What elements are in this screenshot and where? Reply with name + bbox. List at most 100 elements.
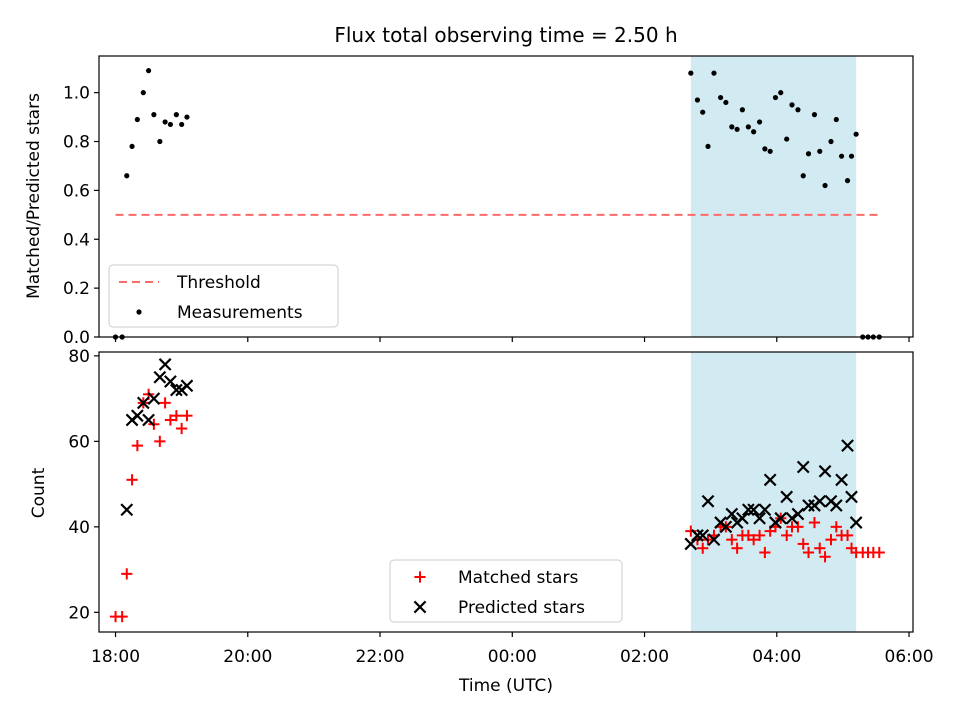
data-point — [147, 392, 161, 405]
data-point — [796, 460, 810, 474]
data-point — [818, 464, 832, 478]
x-tick-label: 04:00 — [752, 647, 801, 667]
data-point — [829, 499, 843, 512]
y-tick-label: 0.8 — [63, 133, 90, 153]
data-point — [159, 397, 171, 409]
data-point — [784, 136, 790, 142]
y-tick-label: 0.4 — [63, 230, 90, 250]
y-tick-label: 0.6 — [63, 181, 90, 201]
legend-marker — [414, 571, 426, 583]
data-point — [153, 370, 167, 384]
data-point — [813, 494, 827, 508]
data-point — [707, 533, 721, 547]
top-y-axis-label: Matched/Predicted stars — [24, 93, 44, 299]
data-point — [833, 116, 839, 123]
data-point — [758, 503, 772, 517]
data-point — [753, 511, 766, 525]
data-point — [719, 520, 733, 534]
data-point — [140, 90, 146, 96]
data-point — [778, 90, 784, 96]
data-point — [181, 410, 193, 422]
data-point — [849, 516, 863, 529]
top-panel: 0.0 0.2 0.4 0.6 0.8 1.0 Threshold Measurements — [63, 55, 914, 348]
data-point — [124, 173, 130, 179]
series-predicted-stars — [120, 358, 863, 551]
data-point — [741, 503, 755, 517]
axes-frame — [98, 55, 914, 338]
data-point — [170, 410, 182, 422]
data-point — [802, 546, 815, 559]
data-point — [819, 551, 831, 563]
legend-box — [108, 264, 339, 328]
legend-label: Matched stars — [458, 568, 578, 588]
data-point — [696, 529, 710, 542]
data-point — [731, 542, 743, 554]
series-measurements — [112, 68, 882, 340]
data-point — [759, 546, 771, 559]
data-point — [701, 494, 715, 508]
data-point — [726, 534, 738, 546]
data-point — [747, 503, 761, 517]
data-point — [164, 375, 177, 388]
data-point — [684, 537, 698, 551]
data-point — [154, 435, 166, 447]
data-point — [780, 490, 794, 504]
data-point — [134, 116, 140, 123]
legend: Threshold Measurements — [108, 264, 339, 328]
data-point — [785, 511, 799, 525]
y-tick-label: 0.0 — [63, 328, 90, 348]
data-point — [705, 143, 711, 150]
x-tick-label: 06:00 — [885, 647, 934, 667]
data-point — [763, 473, 777, 487]
legend-marker — [136, 309, 142, 315]
data-point — [691, 529, 704, 542]
x-tick-label: 18:00 — [91, 647, 140, 667]
y-tick-label: 20 — [68, 603, 90, 623]
data-point — [848, 153, 855, 159]
data-point — [814, 542, 826, 554]
data-point — [873, 546, 885, 559]
data-point — [180, 379, 194, 393]
data-point — [805, 151, 812, 157]
data-point — [748, 534, 760, 546]
data-point — [739, 107, 745, 113]
data-point — [745, 124, 751, 130]
data-point — [830, 521, 842, 533]
data-point — [126, 474, 138, 486]
data-point — [835, 473, 848, 487]
legend-label: Threshold — [176, 273, 261, 293]
data-point — [158, 358, 172, 371]
data-point — [825, 534, 837, 546]
x-axis-label: Time (UTC) — [458, 676, 553, 696]
data-point — [717, 94, 724, 101]
data-point — [136, 396, 150, 410]
y-tick-label: 1.0 — [63, 84, 90, 104]
data-point — [762, 146, 768, 152]
data-point — [176, 422, 188, 435]
data-point — [841, 439, 854, 452]
data-point — [841, 529, 854, 541]
data-point — [828, 138, 834, 145]
data-point — [774, 511, 788, 525]
y-tick-label: 40 — [68, 518, 90, 538]
x-tick-label: 22:00 — [356, 647, 405, 667]
data-point — [130, 409, 144, 423]
y-tick-label: 60 — [68, 432, 90, 452]
data-point — [116, 611, 128, 623]
data-point — [694, 97, 701, 103]
data-point — [797, 538, 809, 550]
data-point — [173, 112, 179, 118]
data-point — [753, 529, 766, 541]
y-tick-label: 0.2 — [63, 279, 90, 299]
data-point — [734, 126, 740, 132]
data-point — [811, 112, 818, 118]
data-point — [162, 119, 168, 125]
legend-label: Predicted stars — [458, 598, 585, 618]
data-point — [845, 490, 858, 504]
data-point — [756, 119, 763, 125]
data-point — [120, 503, 134, 517]
data-point — [157, 138, 163, 145]
y-tick-label: 80 — [68, 347, 90, 367]
data-point — [751, 129, 757, 135]
